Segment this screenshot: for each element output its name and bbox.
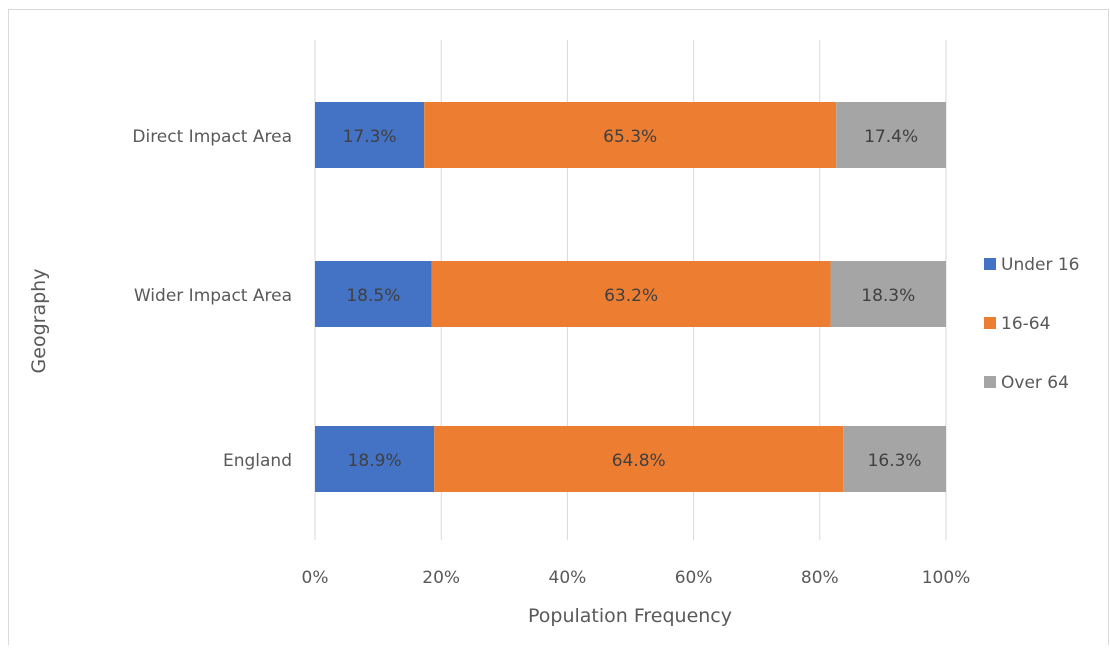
x-tick-label: 80%	[801, 568, 839, 588]
data-label: 65.3%	[603, 127, 657, 147]
category-label: Direct Impact Area	[132, 127, 292, 147]
data-label: 18.5%	[346, 286, 400, 306]
data-label: 17.3%	[343, 127, 397, 147]
bar-segment	[424, 102, 837, 168]
x-tick-labels: 0% 20% 40% 60% 80% 100%	[302, 568, 971, 588]
bar-segment	[315, 426, 435, 492]
legend-swatch	[984, 258, 996, 270]
bar-segment	[843, 426, 946, 492]
data-label: 64.8%	[612, 451, 666, 471]
data-label: 16.3%	[868, 451, 922, 471]
legend-label: 16-64	[1001, 314, 1050, 334]
data-label: 63.2%	[604, 286, 658, 306]
bar-segment	[434, 426, 844, 492]
bar-segment	[315, 102, 425, 168]
category-label: Wider Impact Area	[134, 286, 292, 306]
legend-label: Over 64	[1001, 373, 1069, 393]
bar-segment	[836, 102, 946, 168]
legend-swatch	[984, 376, 996, 388]
x-tick-label: 40%	[549, 568, 587, 588]
data-label: 18.3%	[861, 286, 915, 306]
bars: 17.3% 65.3% 17.4% 18.5% 63.2% 18.3% 18.9% 64.8%…	[315, 102, 946, 492]
legend-label: Under 16	[1001, 255, 1080, 275]
category-label: England	[223, 451, 292, 471]
y-axis-title: Geography	[28, 269, 50, 374]
category-labels: Direct Impact Area Wider Impact Area Engla…	[132, 127, 292, 471]
bar-segment	[315, 261, 432, 327]
x-tick-label: 100%	[922, 568, 971, 588]
legend-swatch	[984, 317, 996, 329]
x-axis-title: Population Frequency	[528, 605, 732, 627]
x-tick-label: 60%	[675, 568, 713, 588]
bar-segment	[431, 261, 831, 327]
x-tick-label: 0%	[302, 568, 329, 588]
bar-segment	[830, 261, 946, 327]
x-tick-label: 20%	[422, 568, 460, 588]
data-label: 17.4%	[864, 127, 918, 147]
stacked-bar-chart: 17.3% 65.3% 17.4% 18.5% 63.2% 18.3% 18.9% 64.8%…	[28, 40, 1080, 627]
chart-frame: 17.3% 65.3% 17.4% 18.5% 63.2% 18.3% 18.9% 64.8%…	[8, 9, 1109, 645]
data-label: 18.9%	[348, 451, 402, 471]
legend: Under 16 16-64 Over 64	[984, 255, 1080, 393]
